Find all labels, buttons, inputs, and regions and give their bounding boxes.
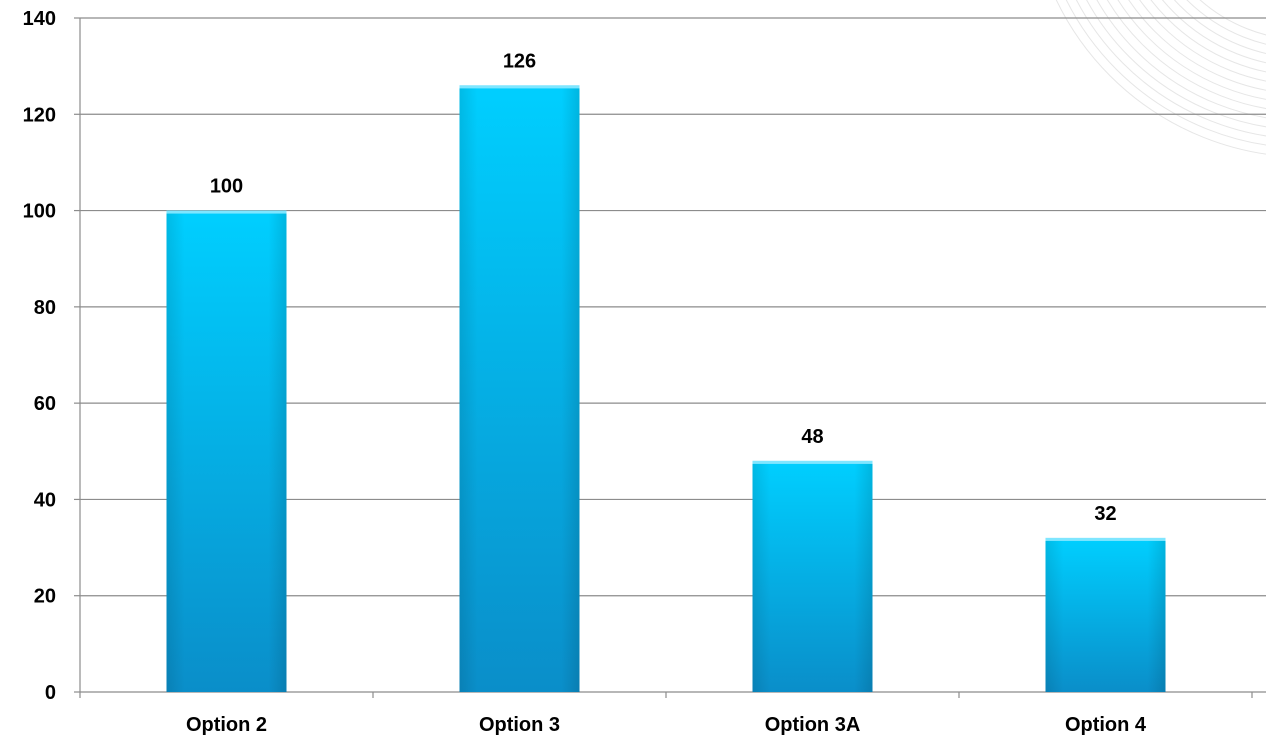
y-axis-ticks: 0 20 40 60 80 100 120 140 xyxy=(23,8,56,704)
y-tick-label: 20 xyxy=(34,586,56,608)
y-tick-label: 140 xyxy=(23,8,56,30)
data-label: 100 xyxy=(210,176,243,198)
y-tick-label: 60 xyxy=(34,393,56,415)
x-tick-label: Option 2 xyxy=(186,714,267,736)
bar-shading xyxy=(1045,537,1166,692)
y-tick-label: 80 xyxy=(34,297,56,319)
bar-top-highlight xyxy=(459,85,580,89)
y-tick-label: 40 xyxy=(34,489,56,511)
background-arc xyxy=(1117,0,1266,100)
y-tick-label: 0 xyxy=(45,682,56,704)
background-arc xyxy=(1150,0,1266,73)
data-labels: 100 126 48 32 xyxy=(210,50,1117,525)
x-axis: Option 2 Option 3 Option 3A Option 4 xyxy=(79,692,1253,736)
background-arc xyxy=(1128,0,1266,91)
y-tick-label: 100 xyxy=(23,201,56,223)
x-tick-label: Option 4 xyxy=(1065,714,1147,736)
background-arc xyxy=(1139,0,1266,82)
bar-shading xyxy=(166,210,287,693)
bar-shading xyxy=(752,460,873,692)
background-arc xyxy=(1161,0,1266,64)
bar-top-highlight xyxy=(752,460,873,464)
background-arc xyxy=(1106,0,1266,110)
bars xyxy=(166,85,1166,693)
data-label: 32 xyxy=(1094,503,1116,525)
data-label: 48 xyxy=(801,426,823,448)
bar-top-highlight xyxy=(166,210,287,214)
data-label: 126 xyxy=(503,50,536,72)
bar-shading xyxy=(459,85,580,692)
y-tick-label: 120 xyxy=(23,104,56,126)
background-arc xyxy=(1199,0,1266,36)
bar-top-highlight xyxy=(1045,537,1166,541)
x-tick-label: Option 3 xyxy=(479,714,560,736)
background-decoration xyxy=(1055,0,1266,155)
x-tick-label: Option 3A xyxy=(765,714,861,736)
